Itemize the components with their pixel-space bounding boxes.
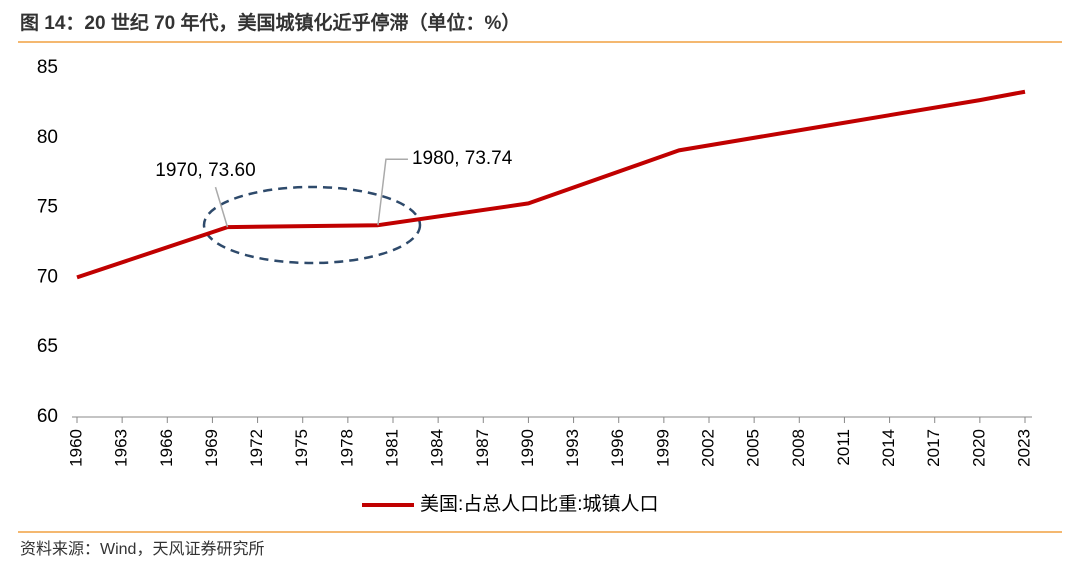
x-tick-label: 1996 bbox=[608, 429, 627, 467]
x-tick-label: 1972 bbox=[247, 429, 266, 467]
y-tick-label: 60 bbox=[37, 406, 58, 427]
x-tick-label: 1987 bbox=[473, 429, 492, 467]
x-tick-label: 1999 bbox=[653, 429, 672, 467]
x-tick-label: 1984 bbox=[428, 429, 447, 467]
source-note: 资料来源：Wind，天风证券研究所 bbox=[20, 540, 264, 558]
x-tick-label: 2014 bbox=[879, 429, 898, 467]
x-tick-label: 2011 bbox=[834, 429, 853, 466]
y-tick-label: 70 bbox=[37, 266, 58, 287]
x-tick-label: 1963 bbox=[112, 429, 131, 467]
y-tick-label: 65 bbox=[37, 336, 58, 357]
annotation-leader bbox=[214, 186, 229, 228]
x-tick-label: 1990 bbox=[518, 429, 537, 467]
legend-label: 美国:占总人口比重:城镇人口 bbox=[420, 493, 659, 515]
x-tick-label: 2017 bbox=[924, 429, 943, 467]
x-tick-label: 1969 bbox=[202, 429, 221, 467]
x-tick-label: 2008 bbox=[789, 429, 808, 467]
x-tick-label: 2020 bbox=[969, 429, 988, 467]
annotation: 1980, 73.74 bbox=[412, 148, 513, 169]
x-tick-label: 1978 bbox=[337, 429, 356, 467]
x-tick-label: 1960 bbox=[66, 429, 85, 467]
chart-title: 图 14：20 世纪 70 年代，美国城镇化近乎停滞（单位：%） bbox=[20, 11, 520, 34]
x-tick-label: 2005 bbox=[744, 429, 763, 467]
y-tick-label: 75 bbox=[37, 197, 58, 218]
data-line bbox=[76, 89, 1026, 280]
annotation-leader bbox=[377, 158, 408, 226]
y-tick-label: 80 bbox=[37, 127, 58, 148]
x-tick-label: 1966 bbox=[157, 429, 176, 467]
x-tick-label: 1975 bbox=[292, 429, 311, 467]
x-tick-label: 2002 bbox=[698, 429, 717, 467]
highlight-ellipse bbox=[202, 185, 422, 265]
y-tick-label: 85 bbox=[37, 57, 58, 78]
x-tick-label: 2023 bbox=[1014, 429, 1033, 467]
x-tick-label: 1993 bbox=[563, 429, 582, 467]
annotation: 1970, 73.60 bbox=[155, 160, 255, 181]
x-tick-label: 1981 bbox=[382, 429, 401, 467]
